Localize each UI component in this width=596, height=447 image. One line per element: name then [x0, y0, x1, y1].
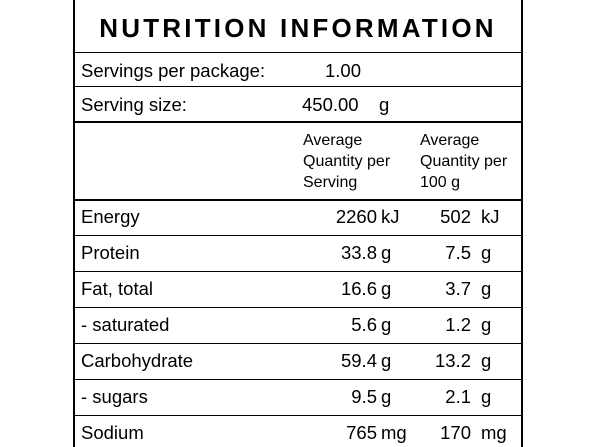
divider: [75, 307, 521, 308]
nutrient-per100-value: 2.1: [445, 386, 471, 407]
nutrient-per100-unit: g: [481, 278, 492, 299]
serving-size-value: 450.00: [302, 94, 359, 115]
nutrient-per100-unit: mg: [481, 422, 507, 443]
nutrient-serving-value: 9.5: [351, 386, 377, 407]
nutrient-per100-unit: kJ: [481, 206, 500, 227]
nutrient-serving-value: 765: [346, 422, 377, 443]
header-line: Quantity per: [303, 153, 391, 170]
nutrient-name: Energy: [81, 206, 140, 227]
divider: [75, 379, 521, 380]
nutrient-per100-unit: g: [481, 386, 492, 407]
nutrient-per100-unit: g: [481, 350, 492, 371]
header-line: Serving: [303, 174, 358, 191]
nutrient-per100-unit: g: [481, 314, 492, 335]
nutrient-name: Protein: [81, 242, 140, 263]
nutrient-name: Carbohydrate: [81, 350, 194, 371]
nutrient-serving-unit: g: [381, 386, 392, 407]
nutrition-panel: NUTRITION INFORMATION Servings per packa…: [73, 0, 523, 447]
nutrient-serving-unit: g: [381, 242, 392, 263]
nutrient-serving-value: 5.6: [351, 314, 377, 335]
nutrient-per100-value: 3.7: [445, 278, 471, 299]
divider: [75, 343, 521, 344]
nutrient-serving-unit: g: [381, 314, 392, 335]
nutrient-serving-value: 2260: [335, 206, 377, 227]
servings-value: 1.00: [325, 60, 362, 81]
header-line: Average: [303, 132, 363, 149]
divider: [75, 235, 521, 236]
nutrient-per100-value: 170: [440, 422, 471, 443]
nutrient-per100-value: 1.2: [445, 314, 471, 335]
nutrient-serving-value: 16.6: [340, 278, 377, 299]
nutrient-per100-value: 7.5: [445, 242, 471, 263]
servings-label: Servings per package:: [81, 60, 266, 81]
divider: [75, 121, 521, 123]
divider: [75, 199, 521, 201]
nutrient-serving-unit: g: [381, 278, 392, 299]
nutrient-name: Sodium: [81, 422, 144, 443]
nutrient-name: - sugars: [81, 386, 148, 407]
divider: [75, 415, 521, 416]
nutrient-name: Fat, total: [81, 278, 153, 299]
nutrient-serving-value: 59.4: [340, 350, 377, 371]
nutrient-per100-value: 502: [440, 206, 471, 227]
divider: [75, 271, 521, 272]
panel-title: NUTRITION INFORMATION: [99, 13, 497, 43]
serving-size-unit: g: [379, 94, 390, 115]
serving-size-label: Serving size:: [81, 94, 187, 115]
header-line: Quantity per: [420, 153, 508, 170]
nutrient-serving-unit: g: [381, 350, 392, 371]
nutrient-serving-unit: mg: [381, 422, 407, 443]
header-line: Average: [420, 132, 480, 149]
nutrient-name: - saturated: [81, 314, 170, 335]
divider: [75, 52, 521, 53]
nutrient-serving-value: 33.8: [340, 242, 377, 263]
divider: [75, 86, 521, 87]
nutrient-serving-unit: kJ: [381, 206, 400, 227]
header-line: 100 g: [420, 174, 461, 191]
nutrient-per100-unit: g: [481, 242, 492, 263]
nutrient-per100-value: 13.2: [434, 350, 471, 371]
